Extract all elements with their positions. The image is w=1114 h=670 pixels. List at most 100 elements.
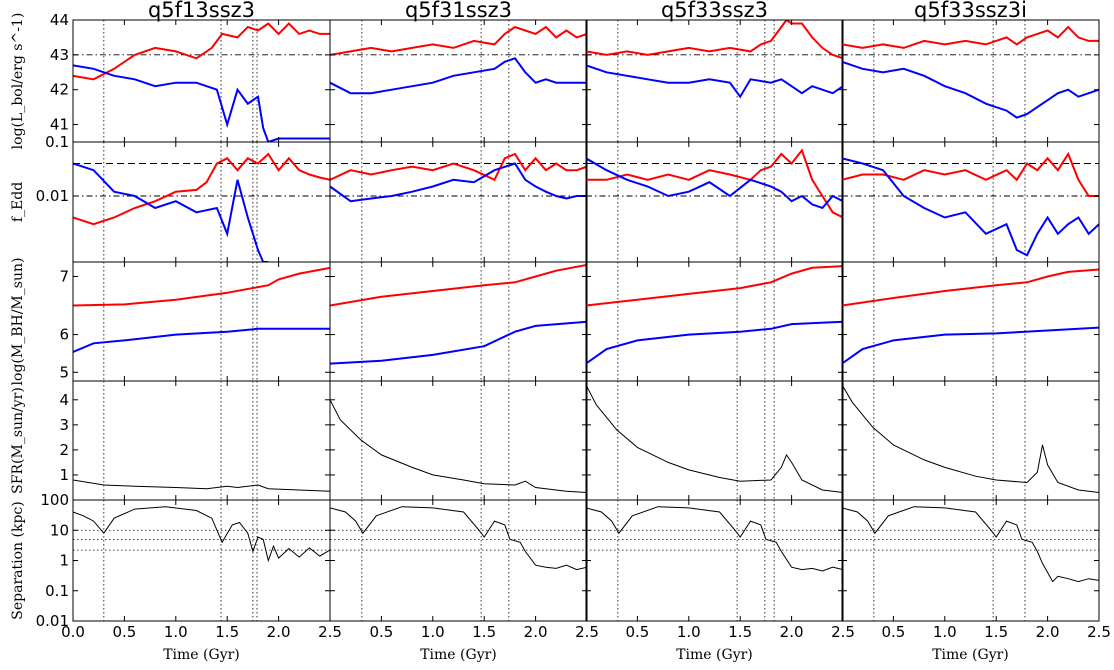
x-tick-label: 2.0 bbox=[524, 623, 548, 641]
series-line-black bbox=[73, 506, 330, 563]
x-tick-label: 1.5 bbox=[215, 623, 239, 641]
series-line-red bbox=[586, 265, 843, 307]
series-line-red bbox=[330, 152, 587, 182]
y-tick-label: 0.01 bbox=[36, 612, 69, 630]
x-axis-label-2: Time (Gyr) bbox=[676, 647, 753, 663]
series-line-blue bbox=[330, 162, 587, 203]
series-line-red bbox=[73, 266, 330, 307]
panel-frame bbox=[585, 380, 844, 501]
x-axis-label-1: Time (Gyr) bbox=[420, 647, 497, 663]
panel-frame bbox=[841, 19, 1100, 143]
series-line-black bbox=[842, 506, 1099, 583]
x-tick-label: 1.5 bbox=[984, 623, 1008, 641]
y-tick-label: 42 bbox=[50, 81, 69, 99]
panel-frame bbox=[72, 19, 331, 143]
x-tick-label: 2.5 bbox=[575, 623, 599, 641]
panel-fedd-0 bbox=[72, 141, 331, 263]
panel-frame bbox=[841, 499, 1100, 622]
y-axis-label-mbh: log(M_BH/M_sun) bbox=[10, 258, 26, 386]
series-line-blue bbox=[330, 320, 587, 365]
y-axis-label-fedd: f_Edd bbox=[10, 182, 26, 222]
y-axis-label-sep: Separation (kpc) bbox=[10, 501, 26, 619]
series-line-black bbox=[586, 506, 843, 572]
series-line-blue bbox=[842, 157, 1099, 257]
series-line-red bbox=[586, 20, 843, 60]
y-tick-label: 7 bbox=[59, 268, 69, 286]
series-line-blue bbox=[842, 60, 1099, 119]
panel-mbh-0 bbox=[72, 261, 331, 382]
y-tick-label: 100 bbox=[40, 491, 69, 509]
panel-frame bbox=[329, 141, 588, 263]
series-line-black bbox=[330, 399, 587, 493]
panel-frame bbox=[585, 499, 844, 622]
panel-frame bbox=[329, 380, 588, 501]
panel-sfr-0 bbox=[72, 380, 331, 501]
x-axis-label-0: Time (Gyr) bbox=[163, 647, 240, 663]
panel-frame bbox=[841, 141, 1100, 263]
panel-lbol-0 bbox=[72, 19, 331, 143]
series-line-blue bbox=[586, 157, 843, 210]
series-line-red bbox=[842, 25, 1099, 49]
panel-sfr-2 bbox=[585, 380, 844, 501]
x-tick-label: 0.5 bbox=[625, 623, 649, 641]
series-line-red bbox=[330, 263, 587, 307]
x-tick-label: 1.0 bbox=[933, 623, 957, 641]
y-tick-label: 5 bbox=[59, 363, 69, 381]
series-line-black bbox=[586, 384, 843, 493]
x-tick-label: 0.5 bbox=[112, 623, 136, 641]
series-line-red bbox=[586, 148, 843, 219]
series-line-blue bbox=[842, 326, 1099, 365]
x-tick-label: 2.0 bbox=[1036, 623, 1060, 641]
series-line-black bbox=[842, 384, 1099, 493]
panel-frame bbox=[841, 261, 1100, 382]
y-tick-label: 0.1 bbox=[45, 133, 69, 151]
panel-mbh-2 bbox=[585, 261, 844, 382]
y-tick-label: 10 bbox=[50, 521, 69, 539]
panel-lbol-2 bbox=[585, 19, 844, 143]
y-tick-label: 3 bbox=[59, 416, 69, 434]
panel-fedd-1 bbox=[329, 141, 588, 263]
panel-frame bbox=[72, 261, 331, 382]
x-tick-label: 2.0 bbox=[780, 623, 804, 641]
y-tick-label: 6 bbox=[59, 326, 69, 344]
y-tick-label: 43 bbox=[50, 46, 69, 64]
y-tick-label: 44 bbox=[50, 11, 69, 29]
series-line-blue bbox=[586, 320, 843, 365]
panel-lbol-3 bbox=[841, 19, 1100, 143]
y-tick-label: 1 bbox=[59, 552, 69, 570]
panel-sep-0 bbox=[72, 499, 331, 622]
series-line-blue bbox=[73, 327, 330, 353]
series-line-blue bbox=[73, 162, 269, 262]
series-line-blue bbox=[73, 64, 330, 142]
x-tick-label: 2.0 bbox=[267, 623, 291, 641]
panel-frame bbox=[585, 261, 844, 382]
column-title-3: q5f33ssz3i bbox=[914, 0, 1027, 22]
panel-lbol-1 bbox=[329, 19, 588, 143]
column-title-0: q5f13ssz3 bbox=[148, 0, 255, 22]
panel-frame bbox=[841, 380, 1100, 501]
series-line-red bbox=[842, 151, 1099, 197]
panel-fedd-3 bbox=[841, 141, 1100, 263]
panel-sep-2 bbox=[585, 499, 844, 622]
panel-frame bbox=[72, 499, 331, 622]
x-tick-label: 1.0 bbox=[677, 623, 701, 641]
panel-sep-1 bbox=[329, 499, 588, 622]
series-line-black bbox=[73, 479, 330, 492]
series-line-red bbox=[73, 152, 330, 226]
x-tick-label: 1.0 bbox=[421, 623, 445, 641]
panel-fedd-2 bbox=[585, 141, 844, 263]
y-axis-label-lbol: log(L_bol/erg s^-1) bbox=[10, 13, 26, 150]
x-tick-label: 0.5 bbox=[881, 623, 905, 641]
y-tick-label: 1 bbox=[59, 466, 69, 484]
series-line-blue bbox=[586, 64, 843, 99]
y-tick-label: 4 bbox=[59, 391, 69, 409]
panel-frame bbox=[72, 380, 331, 501]
panel-sfr-3 bbox=[841, 380, 1100, 501]
series-line-black bbox=[330, 506, 587, 571]
panel-mbh-1 bbox=[329, 261, 588, 382]
x-tick-label: 1.5 bbox=[472, 623, 496, 641]
column-title-1: q5f31ssz3 bbox=[405, 0, 512, 22]
series-line-red bbox=[842, 268, 1099, 307]
panel-frame bbox=[329, 499, 588, 622]
